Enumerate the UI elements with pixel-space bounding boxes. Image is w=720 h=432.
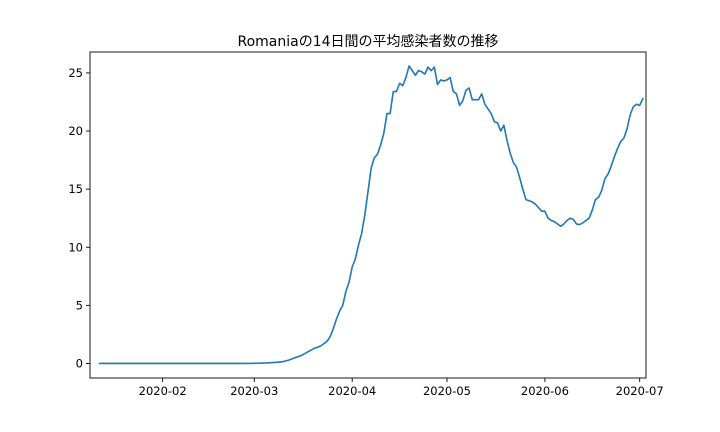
y-tick-label: 20 <box>68 124 83 138</box>
y-tick-label: 5 <box>76 298 83 312</box>
series-line <box>98 65 644 365</box>
x-tick-label: 2020-02 <box>139 384 187 398</box>
chart-title: Romaniaの14日間の平均感染者数の推移 <box>237 33 498 50</box>
x-tick-label: 2020-07 <box>616 384 664 398</box>
plot-frame <box>89 51 647 379</box>
x-axis: 2020-02 2020-03 2020-04 2020-05 2020-06 2020-… <box>139 378 664 398</box>
y-tick-label: 10 <box>68 240 83 254</box>
y-tick-label: 25 <box>68 66 83 80</box>
y-axis: 0 5 10 15 20 25 <box>68 66 90 370</box>
x-tick-label: 2020-05 <box>423 384 471 398</box>
x-tick-label: 2020-04 <box>328 384 376 398</box>
plot-area <box>98 65 644 365</box>
y-tick-label: 15 <box>68 182 83 196</box>
x-tick-label: 2020-03 <box>230 384 278 398</box>
x-tick-label: 2020-06 <box>521 384 569 398</box>
y-tick-label: 0 <box>76 356 83 370</box>
